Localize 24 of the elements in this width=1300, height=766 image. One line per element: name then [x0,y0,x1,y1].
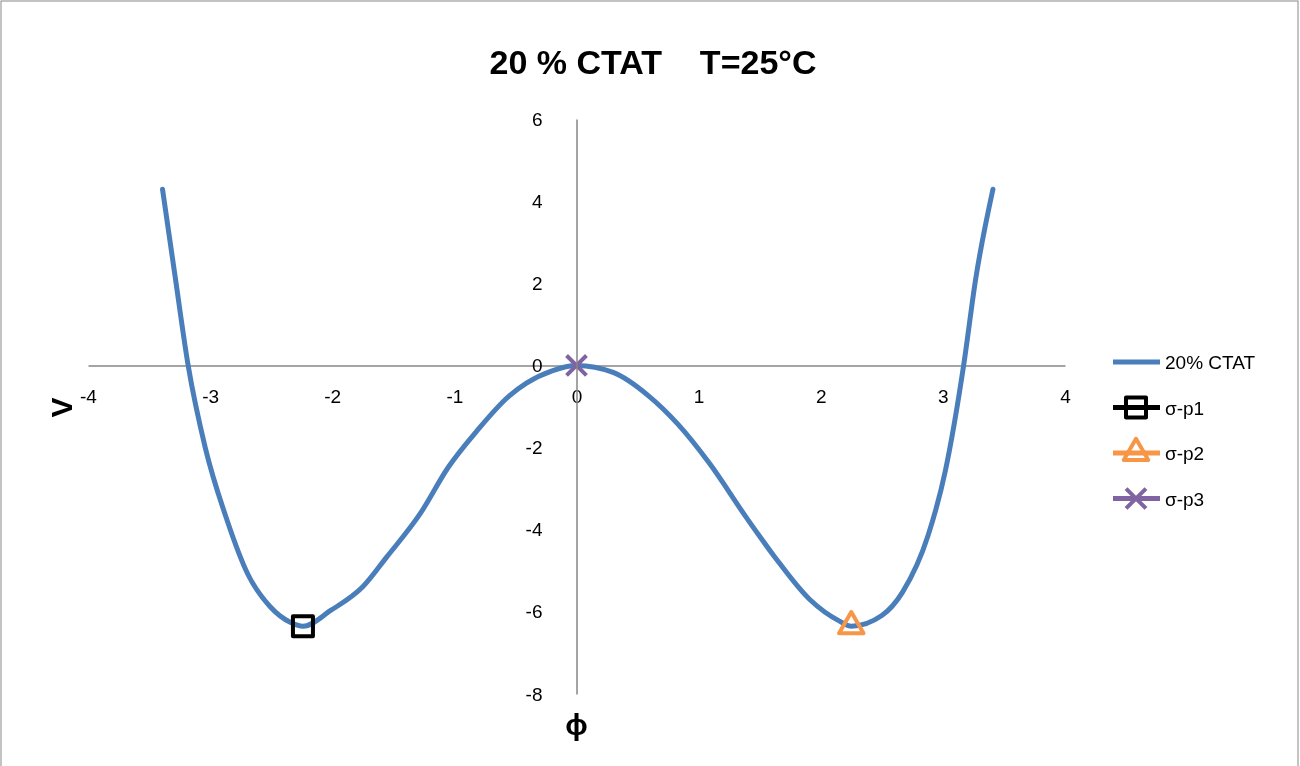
y-tick-label: 0 [531,355,543,377]
x-tick-label: 2 [815,385,827,407]
x-tick-label: -3 [202,385,220,407]
x-tick-label: 3 [938,385,949,407]
x-tick-label: -4 [80,385,98,407]
legend-label: 20% CTAT [1165,352,1256,373]
x-axis-title: ϕ [565,708,588,741]
chart-title: 20 % CTAT T=25°C [489,43,817,81]
y-axis-title: V [45,397,78,418]
y-tick-label: -2 [525,437,543,459]
legend-label: σ-p2 [1165,443,1205,464]
y-tick-label: -8 [525,683,543,705]
x-tick-label: 4 [1060,385,1072,407]
y-tick-label: -4 [525,519,543,541]
y-tick-label: 6 [531,108,543,130]
x-tick-label: 1 [693,385,705,407]
x-tick-label: -1 [446,385,464,407]
x-tick-label: 0 [571,385,583,407]
x-tick-label: -2 [324,385,342,407]
y-tick-label: 4 [531,190,543,212]
legend-label: σ-p1 [1165,397,1205,419]
y-tick-label: 2 [531,272,543,294]
legend-label: σ-p3 [1165,488,1205,510]
y-tick-label: -6 [525,601,543,623]
